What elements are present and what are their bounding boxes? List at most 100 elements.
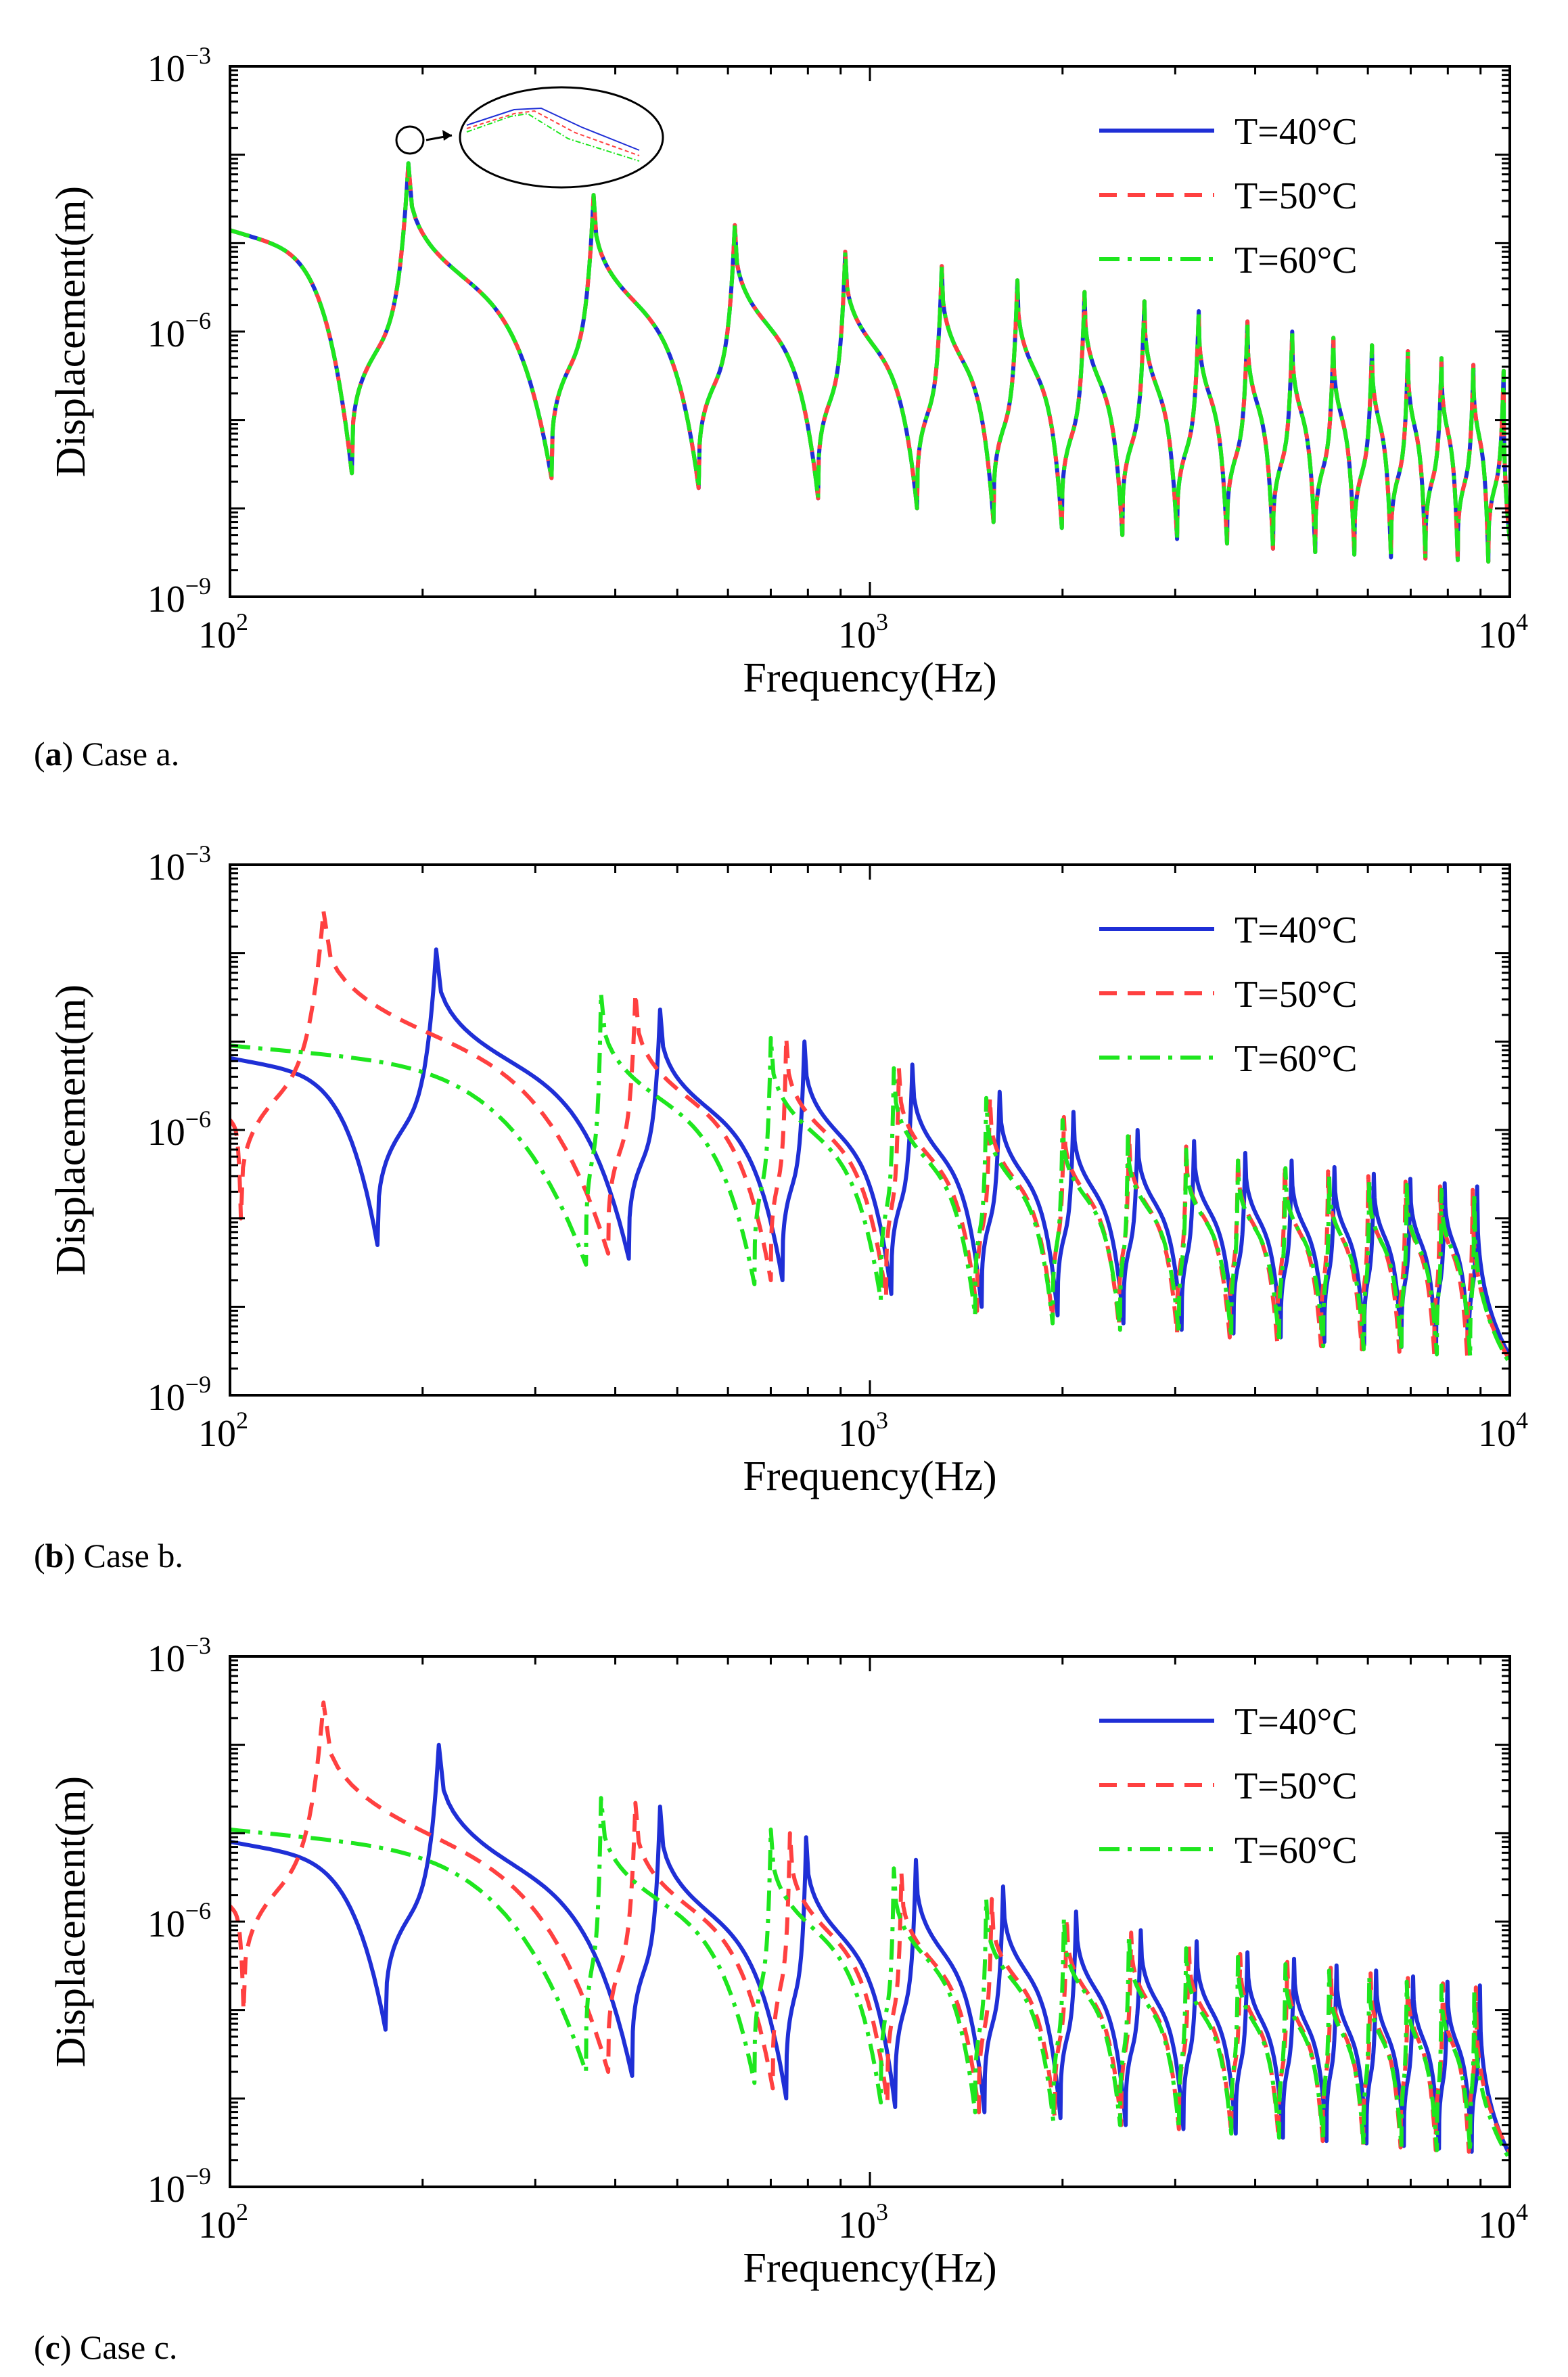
chart-a-xtick-label: 103 [838,608,888,656]
caption-a: (a) Case a. [34,735,180,773]
chart-b-xtick-label-exp: 3 [876,1407,888,1434]
chart-c-xtick-label-base: 10 [198,2204,236,2246]
chart-a-ytick-label-base: 10 [147,48,185,90]
chart-b-xtick-label-base: 10 [838,1413,876,1455]
chart-b-ytick-label-exp: −3 [185,840,211,867]
chart-c-ytick-label-exp: −3 [185,1632,211,1659]
chart-b-xtick-label-exp: 2 [236,1407,248,1434]
chart-b-legend-label: T=60°C [1235,1038,1358,1080]
chart-b-ytick-label-base: 10 [147,846,185,888]
chart-a-ytick-label-base: 10 [147,313,185,355]
chart-c: 102 103 10410−310−610−9Frequency(Hz)Displa… [48,1632,1528,2291]
chart-a-legend-label: T=40°C [1235,111,1358,153]
chart-a-series-t60c-line [230,161,1510,564]
chart-a-legend: T=40°C T=50°C T=60°C [1099,111,1358,281]
chart-b-ytick-label-base: 10 [147,1377,185,1419]
chart-a-xtick-label: 104 [1478,608,1528,656]
chart-a-legend-label: T=60°C [1235,240,1358,281]
caption-b-text: Case b. [75,1537,183,1575]
chart-a-xtick-label: 102 [198,608,248,656]
chart-a-ytick-label-base: 10 [147,579,185,620]
chart-a-legend-label: T=50°C [1235,175,1358,217]
caption-b-letter: b [45,1537,64,1575]
chart-a-xtick-label-base: 10 [1478,614,1516,656]
chart-a-ytick-label-exp: −9 [185,572,211,599]
chart-b-xtick-label: 102 [198,1407,248,1455]
chart-c-ytick-label-base: 10 [147,1638,185,1680]
chart-c-xtick-label: 103 [838,2198,888,2246]
chart-c-series-t60c-line [230,1796,1510,2161]
chart-c-legend-label: T=50°C [1235,1765,1358,1807]
chart-b-xlabel: Frequency(Hz) [743,1453,996,1499]
chart-a-zoom-circle [395,125,425,155]
chart-b-series-group [230,909,1510,1365]
chart-c-ytick-label-exp: −6 [185,1897,211,1924]
chart-b-legend-label: T=50°C [1235,974,1358,1016]
chart-b-series-t50c-line [230,909,1510,1361]
chart-c-ticks [229,1656,1510,2188]
chart-b-legend: T=40°C T=50°C T=60°C [1099,909,1358,1080]
chart-c-ytick-label-base: 10 [147,2169,185,2211]
chart-a-zoom-ellipse [459,86,664,189]
chart-a-ytick-label: 10−3 [147,42,211,90]
chart-a-xtick-label-exp: 3 [876,608,888,635]
chart-b-xtick-label-base: 10 [1478,1413,1516,1455]
chart-b-ytick-label: 10−6 [147,1106,211,1154]
chart-b-series-t60c-line [230,991,1510,1365]
chart-a-ytick-label: 10−6 [147,307,211,355]
chart-c-legend-label: T=40°C [1235,1701,1358,1743]
chart-c-xtick-label: 104 [1478,2198,1528,2246]
chart-a-ylabel: Displacement(m) [48,186,94,477]
chart-c-ytick-label-exp: −9 [185,2163,211,2190]
chart-c-xtick-label-exp: 3 [876,2198,888,2225]
chart-c-xtick-label-exp: 2 [236,2198,248,2225]
panel-a: 102 103 104 10−3 10−6 10−9 Frequency(Hz) Displa… [0,0,1568,792]
chart-a-zoom-line [466,107,640,151]
panel-c: 102 103 104 10−3 10−6 10−9 Frequency(Hz) Displa… [0,1590,1568,2377]
chart-c-xtick-label: 102 [198,2198,248,2246]
panel-b: 102 103 104 10−3 10−6 10−9 Frequency(Hz) Displa… [0,798,1568,1590]
caption-b: (b) Case b. [34,1537,183,1575]
chart-b-ytick-label: 10−3 [147,840,211,888]
chart-b-ytick-label-exp: −9 [185,1371,211,1398]
chart-b-ylabel: Displacement(m) [48,984,94,1275]
chart-a: 102 103 10410−310−610−9Frequency(Hz)Displa… [48,42,1528,701]
chart-a-zoom-arrowhead [442,130,452,141]
chart-c-series-group [230,1700,1510,2161]
chart-c-ytick-label: 10−9 [147,2163,211,2211]
chart-c-ytick-label: 10−6 [147,1897,211,1945]
chart-a-xtick-label-base: 10 [838,614,876,656]
chart-c-legend: T=40°C T=50°C T=60°C [1099,1701,1358,1872]
chart-b-xtick-label: 103 [838,1407,888,1455]
caption-c-text: Case c. [71,2328,178,2366]
chart-b-series-t40c-line [230,947,1510,1357]
chart-a-ytick-label-exp: −6 [185,307,211,334]
caption-a-letter: a [45,735,62,773]
chart-a-ytick-label: 10−9 [147,572,211,620]
chart-a-xtick-label-base: 10 [198,614,236,656]
chart-b-xtick-label-base: 10 [198,1413,236,1455]
chart-a-xlabel: Frequency(Hz) [743,655,996,701]
caption-c-letter: c [45,2328,60,2366]
chart-c-xtick-label-exp: 4 [1516,2198,1528,2225]
chart-c-legend-label: T=60°C [1235,1830,1358,1872]
chart-c-ytick-label-base: 10 [147,1903,185,1945]
chart-a-series-group [230,161,1510,564]
chart-b-ticks [229,865,1510,1397]
chart-b: 102 103 10410−310−610−9Frequency(Hz)Displa… [48,840,1528,1499]
chart-a-zoom-line [466,110,640,156]
chart-a-ticks [229,66,1510,598]
chart-b-ytick-label: 10−9 [147,1371,211,1419]
chart-c-ylabel: Displacement(m) [48,1776,94,2067]
chart-b-legend-label: T=40°C [1235,909,1358,951]
chart-b-ytick-label-exp: −6 [185,1106,211,1133]
chart-c-xlabel: Frequency(Hz) [743,2245,996,2291]
chart-b-xtick-label-exp: 4 [1516,1407,1528,1434]
chart-a-xtick-label-exp: 2 [236,608,248,635]
chart-a-zoom-inset [395,86,664,189]
caption-a-text: Case a. [73,735,180,773]
chart-b-xtick-label: 104 [1478,1407,1528,1455]
chart-a-series-t50c-line [230,161,1510,564]
chart-a-xtick-label-exp: 4 [1516,608,1528,635]
